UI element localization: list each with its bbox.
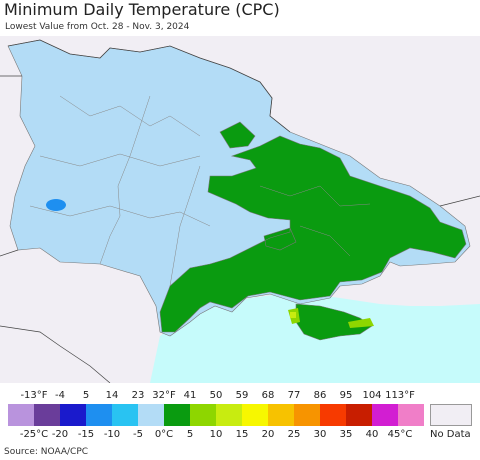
legend-celsius-labels: -25°C -20 -15 -10 -5 0°C 5 10 15 20 25 3…: [0, 429, 480, 441]
legend-c-label: 30: [313, 429, 327, 440]
legend-c-label: 0°C: [154, 429, 174, 440]
legend-f-label: 14: [105, 390, 119, 401]
legend-c-label: -5: [133, 429, 143, 440]
legend-c-label: 35: [339, 429, 353, 440]
legend-swatch: [216, 404, 242, 426]
region-0-to-5c: [159, 121, 467, 341]
legend-swatch: [60, 404, 86, 426]
outer-borders: [0, 75, 480, 383]
legend-f-label: 104: [362, 390, 382, 401]
legend-swatch: [164, 404, 190, 426]
legend-f-label: 23: [131, 390, 145, 401]
legend-c-label: 40: [365, 429, 379, 440]
temperature-map: [0, 36, 480, 383]
legend-swatch: [294, 404, 320, 426]
legend-c-label: -25°C: [19, 429, 49, 440]
national-boundary: [7, 39, 291, 133]
legend-swatch: [268, 404, 294, 426]
legend-f-label: 77: [287, 390, 301, 401]
legend-f-label: 59: [235, 390, 249, 401]
legend-c-label: -20: [51, 429, 69, 440]
legend-swatch: [8, 404, 34, 426]
admin-boundaries: [29, 95, 371, 287]
region-minus-10-to-minus-5c: [46, 199, 66, 211]
legend-f-label: 41: [183, 390, 197, 401]
map-subtitle: Lowest Value from Oct. 28 - Nov. 3, 2024: [5, 22, 190, 32]
map-title: Minimum Daily Temperature (CPC): [4, 0, 280, 19]
legend-f-label: -13°F: [20, 390, 48, 401]
legend-swatch: [346, 404, 372, 426]
legend-swatch: [190, 404, 216, 426]
legend-c-label: 10: [209, 429, 223, 440]
sea-area: [150, 294, 480, 383]
legend-no-data-label: No Data: [430, 429, 471, 440]
legend-c-label: -10: [103, 429, 121, 440]
region-10-to-15c: [290, 312, 296, 318]
legend-color-bar: [8, 404, 424, 426]
legend-f-label: 113°F: [385, 390, 415, 401]
legend-swatch: [86, 404, 112, 426]
legend-c-label: 25: [287, 429, 301, 440]
legend-no-data-swatch: [430, 404, 472, 426]
legend-swatch: [242, 404, 268, 426]
legend-swatch: [398, 404, 424, 426]
legend-f-label: 86: [313, 390, 327, 401]
legend-f-label: 32°F: [152, 390, 176, 401]
legend-c-label: 45°C: [387, 429, 413, 440]
legend-c-label: 5: [186, 429, 194, 440]
legend-swatch: [372, 404, 398, 426]
legend-f-label: 68: [261, 390, 275, 401]
source-credit: Source: NOAA/CPC: [4, 447, 89, 457]
legend-swatch: [34, 404, 60, 426]
region-5-to-10c: [288, 308, 374, 328]
legend-c-label: 15: [235, 429, 249, 440]
legend-swatch: [112, 404, 138, 426]
legend-f-label: 5: [82, 390, 90, 401]
legend-f-label: 95: [339, 390, 353, 401]
legend-c-label: -15: [77, 429, 95, 440]
legend-fahrenheit-labels: -13°F -4 5 14 23 32°F 41 50 59 68 77 86 …: [0, 390, 480, 402]
legend-c-label: 20: [261, 429, 275, 440]
legend-f-label: 50: [209, 390, 223, 401]
legend-f-label: -4: [55, 390, 65, 401]
legend-swatch: [138, 404, 164, 426]
legend-swatch: [320, 404, 346, 426]
